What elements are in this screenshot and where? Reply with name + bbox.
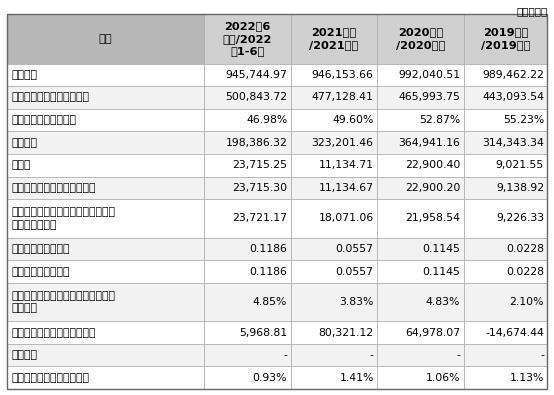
Text: 归属于母公司股东权益合计: 归属于母公司股东权益合计 <box>11 92 89 102</box>
Text: 22,900.40: 22,900.40 <box>405 160 460 170</box>
Text: 0.0228: 0.0228 <box>506 267 544 276</box>
Text: 946,153.66: 946,153.66 <box>312 70 374 80</box>
Text: 0.1186: 0.1186 <box>249 244 287 254</box>
Text: 2021年末
/2021年度: 2021年末 /2021年度 <box>309 28 358 50</box>
Text: 净利润: 净利润 <box>11 160 30 170</box>
Text: 9,138.92: 9,138.92 <box>496 183 544 193</box>
Text: 研发投入占营业收入的比例: 研发投入占营业收入的比例 <box>11 373 89 383</box>
Text: 2019年末
/2019年度: 2019年末 /2019年度 <box>481 28 530 50</box>
Text: 989,462.22: 989,462.22 <box>482 70 544 80</box>
Text: 21,958.54: 21,958.54 <box>405 213 460 224</box>
Text: -: - <box>540 350 544 360</box>
Text: 0.1145: 0.1145 <box>422 244 460 254</box>
Text: 945,744.97: 945,744.97 <box>225 70 287 80</box>
Text: 500,843.72: 500,843.72 <box>225 92 287 102</box>
Text: -: - <box>370 350 374 360</box>
Text: 0.0557: 0.0557 <box>336 267 374 276</box>
Text: 稀释每股收益（元）: 稀释每股收益（元） <box>11 267 70 276</box>
Text: 经营活动产生的现金流量净额: 经营活动产生的现金流量净额 <box>11 327 96 338</box>
Text: 64,978.07: 64,978.07 <box>405 327 460 338</box>
Text: 364,941.16: 364,941.16 <box>398 138 460 148</box>
Text: 资产负债率（母公司）: 资产负债率（母公司） <box>11 115 76 125</box>
Text: 18,071.06: 18,071.06 <box>319 213 374 224</box>
Text: 9,021.55: 9,021.55 <box>496 160 544 170</box>
Text: 11,134.71: 11,134.71 <box>319 160 374 170</box>
Text: 加权平均净资产收益率（扣除非经常
性损益）: 加权平均净资产收益率（扣除非经常 性损益） <box>11 291 115 313</box>
Text: 现金分红: 现金分红 <box>11 350 37 360</box>
Text: 992,040.51: 992,040.51 <box>398 70 460 80</box>
Text: 11,134.67: 11,134.67 <box>319 183 374 193</box>
Text: 0.93%: 0.93% <box>253 373 287 383</box>
Text: 323,201.46: 323,201.46 <box>312 138 374 148</box>
Text: 198,386.32: 198,386.32 <box>225 138 287 148</box>
Text: 0.1186: 0.1186 <box>249 267 287 276</box>
Text: 1.41%: 1.41% <box>340 373 374 383</box>
Text: 0.0557: 0.0557 <box>336 244 374 254</box>
Text: 4.83%: 4.83% <box>426 297 460 307</box>
Text: 4.85%: 4.85% <box>253 297 287 307</box>
Text: -: - <box>283 350 287 360</box>
Text: -14,674.44: -14,674.44 <box>485 327 544 338</box>
Text: 23,721.17: 23,721.17 <box>232 213 287 224</box>
Text: 5,968.81: 5,968.81 <box>239 327 287 338</box>
Text: 465,993.75: 465,993.75 <box>398 92 460 102</box>
Text: 80,321.12: 80,321.12 <box>319 327 374 338</box>
Text: 477,128.41: 477,128.41 <box>312 92 374 102</box>
Text: 9,226.33: 9,226.33 <box>496 213 544 224</box>
Text: 1.13%: 1.13% <box>510 373 544 383</box>
Text: 2.10%: 2.10% <box>510 297 544 307</box>
Text: 0.1145: 0.1145 <box>422 267 460 276</box>
Text: 营业收入: 营业收入 <box>11 138 37 148</box>
Text: 项目: 项目 <box>99 34 112 44</box>
Text: 基本每股收益（元）: 基本每股收益（元） <box>11 244 70 254</box>
Text: 22,900.20: 22,900.20 <box>405 183 460 193</box>
Text: 资产总计: 资产总计 <box>11 70 37 80</box>
Text: 归属于母公司所有者的净利润: 归属于母公司所有者的净利润 <box>11 183 96 193</box>
Text: 2020年末
/2020年度: 2020年末 /2020年度 <box>396 28 445 50</box>
Text: 49.60%: 49.60% <box>332 115 374 125</box>
Text: 46.98%: 46.98% <box>246 115 287 125</box>
Text: 2022年6
月末/2022
年1-6月: 2022年6 月末/2022 年1-6月 <box>223 21 272 56</box>
Text: 扣除非经常性损益后的归属于母公司
所有者的净利润: 扣除非经常性损益后的归属于母公司 所有者的净利润 <box>11 207 115 229</box>
Text: 443,093.54: 443,093.54 <box>482 92 544 102</box>
Text: 55.23%: 55.23% <box>503 115 544 125</box>
Text: 314,343.34: 314,343.34 <box>482 138 544 148</box>
Text: 52.87%: 52.87% <box>419 115 460 125</box>
Text: 23,715.30: 23,715.30 <box>232 183 287 193</box>
Text: 23,715.25: 23,715.25 <box>232 160 287 170</box>
Text: 单位：万元: 单位：万元 <box>516 6 547 16</box>
Text: 1.06%: 1.06% <box>425 373 460 383</box>
Text: -: - <box>456 350 460 360</box>
Text: 0.0228: 0.0228 <box>506 244 544 254</box>
Text: 3.83%: 3.83% <box>340 297 374 307</box>
